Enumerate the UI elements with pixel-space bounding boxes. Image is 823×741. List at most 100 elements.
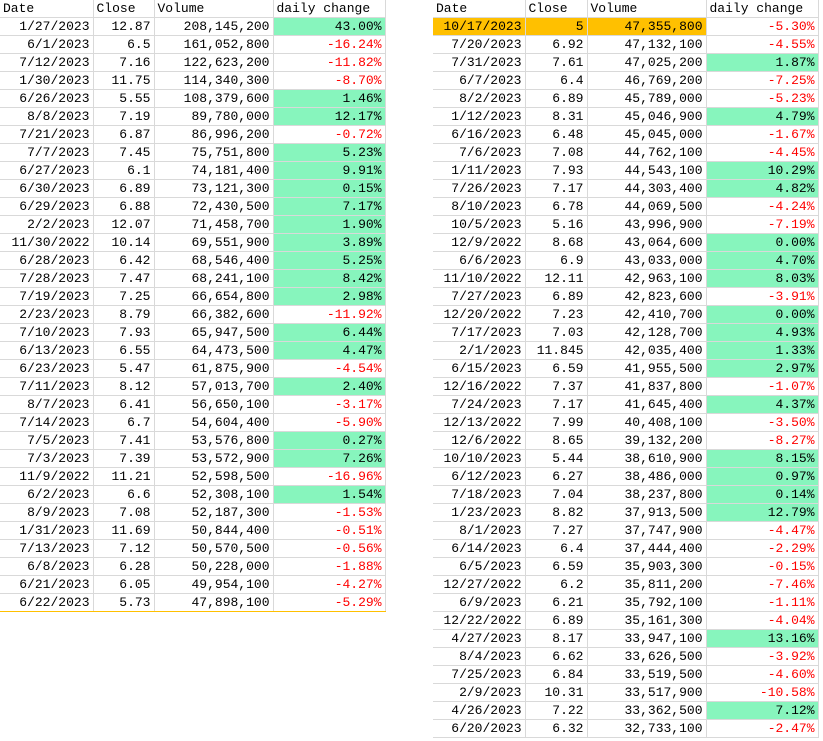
date-cell[interactable]: 7/27/2023 [433, 287, 526, 306]
close-cell[interactable]: 6.92 [525, 35, 588, 54]
date-cell[interactable]: 8/8/2023 [0, 107, 94, 126]
close-cell[interactable]: 6.89 [525, 89, 588, 108]
daily-change-cell[interactable]: 0.15% [273, 179, 386, 198]
date-cell[interactable]: 6/8/2023 [0, 557, 94, 576]
close-cell[interactable]: 6.87 [93, 125, 155, 144]
volume-cell[interactable]: 42,410,700 [587, 305, 707, 324]
close-cell[interactable]: 6.1 [93, 161, 155, 180]
close-cell[interactable]: 8.31 [525, 107, 588, 126]
date-cell[interactable]: 7/19/2023 [0, 287, 94, 306]
date-cell[interactable]: 7/12/2023 [0, 53, 94, 72]
date-cell[interactable]: 6/14/2023 [433, 539, 526, 558]
close-cell[interactable]: 12.87 [93, 17, 155, 36]
volume-cell[interactable]: 69,551,900 [154, 233, 274, 252]
daily-change-cell[interactable]: 1.54% [273, 485, 386, 504]
date-cell[interactable]: 7/10/2023 [0, 323, 94, 342]
date-cell[interactable]: 8/9/2023 [0, 503, 94, 522]
date-cell[interactable]: 7/11/2023 [0, 377, 94, 396]
volume-cell[interactable]: 35,903,300 [587, 557, 707, 576]
volume-cell[interactable]: 33,626,500 [587, 647, 707, 666]
daily-change-cell[interactable]: -4.04% [706, 611, 819, 630]
volume-cell[interactable]: 46,769,200 [587, 71, 707, 90]
close-cell[interactable]: 8.12 [93, 377, 155, 396]
daily-change-cell[interactable]: 9.91% [273, 161, 386, 180]
volume-cell[interactable]: 89,780,000 [154, 107, 274, 126]
daily-change-cell[interactable]: 1.87% [706, 53, 819, 72]
volume-cell[interactable]: 64,473,500 [154, 341, 274, 360]
volume-cell[interactable]: 41,837,800 [587, 377, 707, 396]
close-cell[interactable]: 6.4 [525, 539, 588, 558]
date-cell[interactable]: 8/2/2023 [433, 89, 526, 108]
date-cell[interactable]: 6/1/2023 [0, 35, 94, 54]
daily-change-cell[interactable]: -2.29% [706, 539, 819, 558]
volume-cell[interactable]: 50,228,000 [154, 557, 274, 576]
daily-change-cell[interactable]: -0.15% [706, 557, 819, 576]
close-cell[interactable]: 6.55 [93, 341, 155, 360]
volume-cell[interactable]: 52,598,500 [154, 467, 274, 486]
close-cell[interactable]: 6.28 [93, 557, 155, 576]
volume-cell[interactable]: 35,811,200 [587, 575, 707, 594]
daily-change-cell[interactable]: 13.16% [706, 629, 819, 648]
date-cell[interactable]: 6/5/2023 [433, 557, 526, 576]
volume-cell[interactable]: 40,408,100 [587, 413, 707, 432]
daily-change-cell[interactable]: 4.93% [706, 323, 819, 342]
close-cell[interactable]: 6.27 [525, 467, 588, 486]
date-cell[interactable]: 6/12/2023 [433, 467, 526, 486]
close-cell[interactable]: 7.61 [525, 53, 588, 72]
date-cell[interactable]: 7/28/2023 [0, 269, 94, 288]
daily-change-cell[interactable]: -4.60% [706, 665, 819, 684]
volume-cell[interactable]: 44,303,400 [587, 179, 707, 198]
volume-cell[interactable]: 86,996,200 [154, 125, 274, 144]
volume-cell[interactable]: 42,823,600 [587, 287, 707, 306]
date-cell[interactable]: 1/11/2023 [433, 161, 526, 180]
close-cell[interactable]: 10.14 [93, 233, 155, 252]
date-cell[interactable]: 7/26/2023 [433, 179, 526, 198]
close-cell[interactable]: 7.04 [525, 485, 588, 504]
volume-cell[interactable]: 66,654,800 [154, 287, 274, 306]
daily-change-cell[interactable]: 1.90% [273, 215, 386, 234]
close-cell[interactable]: 6.89 [93, 179, 155, 198]
daily-change-cell[interactable]: 1.33% [706, 341, 819, 360]
daily-change-cell[interactable]: 5.25% [273, 251, 386, 270]
date-cell[interactable]: 12/13/2022 [433, 413, 526, 432]
date-cell[interactable]: 12/9/2022 [433, 233, 526, 252]
date-cell[interactable]: 6/26/2023 [0, 89, 94, 108]
date-cell[interactable]: 11/9/2022 [0, 467, 94, 486]
date-cell[interactable]: 12/27/2022 [433, 575, 526, 594]
close-cell[interactable]: 6.62 [525, 647, 588, 666]
daily-change-cell[interactable]: 7.26% [273, 449, 386, 468]
date-cell[interactable]: 11/10/2022 [433, 269, 526, 288]
date-cell[interactable]: 7/7/2023 [0, 143, 94, 162]
volume-cell[interactable]: 33,519,500 [587, 665, 707, 684]
date-cell[interactable]: 6/20/2023 [433, 719, 526, 738]
volume-cell[interactable]: 114,340,300 [154, 71, 274, 90]
volume-cell[interactable]: 75,751,800 [154, 143, 274, 162]
volume-cell[interactable]: 68,241,100 [154, 269, 274, 288]
close-cell[interactable]: 7.93 [525, 161, 588, 180]
volume-cell[interactable]: 47,025,200 [587, 53, 707, 72]
daily-change-cell[interactable]: 12.79% [706, 503, 819, 522]
volume-cell[interactable]: 50,570,500 [154, 539, 274, 558]
volume-cell[interactable]: 44,069,500 [587, 197, 707, 216]
daily-change-cell[interactable]: 4.79% [706, 107, 819, 126]
close-cell[interactable]: 7.22 [525, 701, 588, 720]
volume-cell[interactable]: 41,955,500 [587, 359, 707, 378]
date-cell[interactable]: 1/27/2023 [0, 17, 94, 36]
close-cell[interactable]: 6.89 [525, 287, 588, 306]
daily-change-cell[interactable]: 7.17% [273, 197, 386, 216]
date-cell[interactable]: 11/30/2022 [0, 233, 94, 252]
date-cell[interactable]: 6/30/2023 [0, 179, 94, 198]
volume-cell[interactable]: 56,650,100 [154, 395, 274, 414]
volume-cell[interactable]: 35,161,300 [587, 611, 707, 630]
date-cell[interactable]: 12/20/2022 [433, 305, 526, 324]
date-cell[interactable]: 7/14/2023 [0, 413, 94, 432]
close-cell[interactable]: 12.07 [93, 215, 155, 234]
daily-change-cell[interactable]: -0.56% [273, 539, 386, 558]
volume-cell[interactable]: 45,789,000 [587, 89, 707, 108]
daily-change-cell[interactable]: -3.17% [273, 395, 386, 414]
date-cell[interactable]: 1/23/2023 [433, 503, 526, 522]
daily-change-cell[interactable]: 10.29% [706, 161, 819, 180]
daily-change-cell[interactable]: -5.30% [706, 17, 819, 36]
header-close[interactable]: Close [525, 0, 588, 18]
daily-change-cell[interactable]: -7.46% [706, 575, 819, 594]
